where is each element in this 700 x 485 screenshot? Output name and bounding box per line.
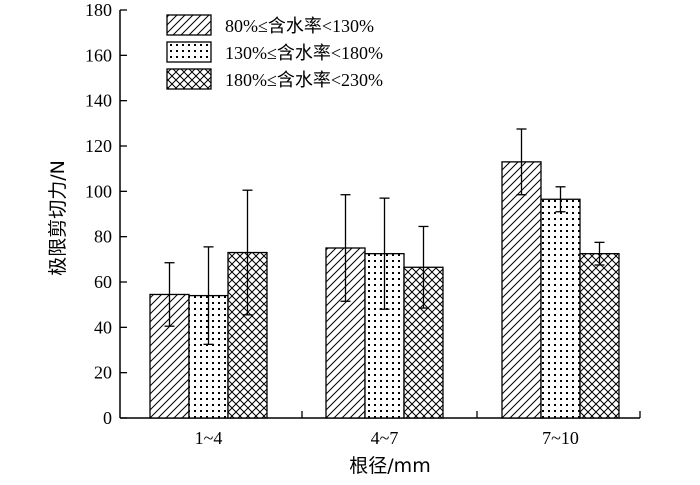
y-tick-label: 0	[103, 408, 112, 428]
legend-label: 80%≤含水率<130%	[225, 16, 374, 36]
x-tick-label: 4~7	[371, 428, 399, 448]
legend-label: 180%≤含水率<230%	[225, 70, 383, 90]
y-tick-label: 140	[85, 91, 112, 111]
y-tick-label: 180	[85, 0, 112, 20]
y-tick-label: 20	[94, 363, 112, 383]
y-ticks: 0 20 40 60 80 100 120 140 160 180	[85, 0, 127, 428]
legend: 80%≤含水率<130% 130%≤含水率<180% 180%≤含水率<230%	[166, 14, 383, 90]
bar	[579, 253, 620, 419]
x-tick-label: 1~4	[195, 428, 223, 448]
y-tick-label: 80	[94, 227, 112, 247]
legend-label: 130%≤含水率<180%	[225, 43, 383, 63]
legend-swatch	[166, 41, 212, 63]
bar	[540, 198, 581, 419]
y-tick-label: 40	[94, 317, 112, 337]
y-tick-label: 160	[85, 45, 112, 65]
x-ticks: 1~4 4~7 7~10	[195, 411, 641, 448]
legend-swatch	[166, 68, 212, 90]
y-tick-label: 60	[94, 272, 112, 292]
error-bars	[164, 128, 605, 345]
x-axis-label: 根径/mm	[349, 455, 430, 477]
y-tick-label: 100	[85, 181, 112, 201]
x-tick-label: 7~10	[542, 428, 579, 448]
bar	[501, 161, 542, 419]
legend-swatch	[166, 14, 212, 36]
y-tick-label: 120	[85, 136, 112, 156]
y-axis-label: 极限剪切力/N	[47, 160, 69, 276]
